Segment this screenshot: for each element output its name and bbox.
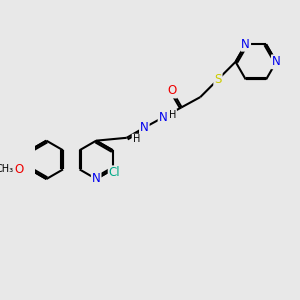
Text: N: N	[242, 38, 250, 51]
Text: Cl: Cl	[109, 166, 120, 179]
Text: CH₃: CH₃	[0, 164, 14, 174]
Text: S: S	[214, 73, 222, 86]
Text: N: N	[272, 55, 280, 68]
Text: N: N	[140, 121, 149, 134]
Text: N: N	[92, 172, 100, 185]
Text: N: N	[159, 111, 167, 124]
Text: H: H	[133, 134, 140, 145]
Text: H: H	[169, 110, 176, 120]
Text: O: O	[167, 85, 177, 98]
Text: O: O	[14, 163, 24, 176]
